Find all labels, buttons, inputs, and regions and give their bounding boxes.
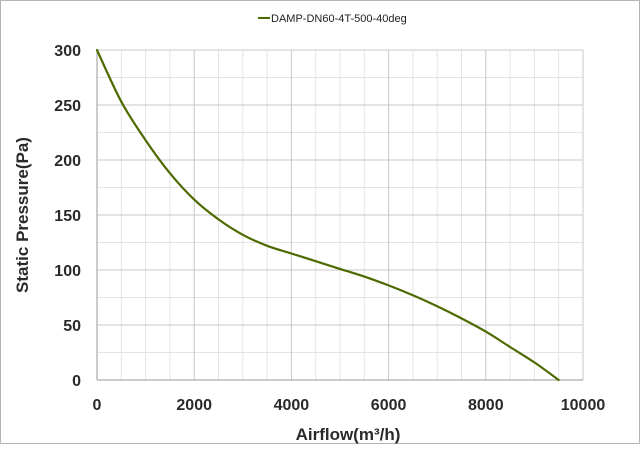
series-layer xyxy=(95,48,560,382)
grid xyxy=(97,49,584,380)
x-tick-label: 6000 xyxy=(371,397,407,414)
y-tick-label: 300 xyxy=(54,43,81,60)
x-axis-title: Airflow(m³/h) xyxy=(296,425,401,444)
legend-label: DAMP-DN60-4T-500-40deg xyxy=(271,13,407,25)
y-tick-label: 150 xyxy=(54,208,81,225)
legend: DAMP-DN60-4T-500-40deg xyxy=(258,13,407,25)
y-tick-label: 250 xyxy=(54,98,81,115)
y-tick-label: 0 xyxy=(72,373,81,390)
x-tick-label: 4000 xyxy=(274,397,310,414)
series-line xyxy=(95,48,560,382)
y-tick-label: 50 xyxy=(63,318,81,335)
y-axis-title: Static Pressure(Pa) xyxy=(13,137,32,293)
y-tick-label: 100 xyxy=(54,263,81,280)
y-tick-label: 200 xyxy=(54,153,81,170)
tick-labels: 0 2000 4000 6000 8000 10000 0 50 100 150 200 250 300 xyxy=(54,43,605,414)
x-tick-label: 2000 xyxy=(176,397,212,414)
x-tick-label: 0 xyxy=(93,397,102,414)
axes xyxy=(96,50,583,381)
x-tick-label: 8000 xyxy=(468,397,504,414)
x-tick-label: 10000 xyxy=(561,397,606,414)
